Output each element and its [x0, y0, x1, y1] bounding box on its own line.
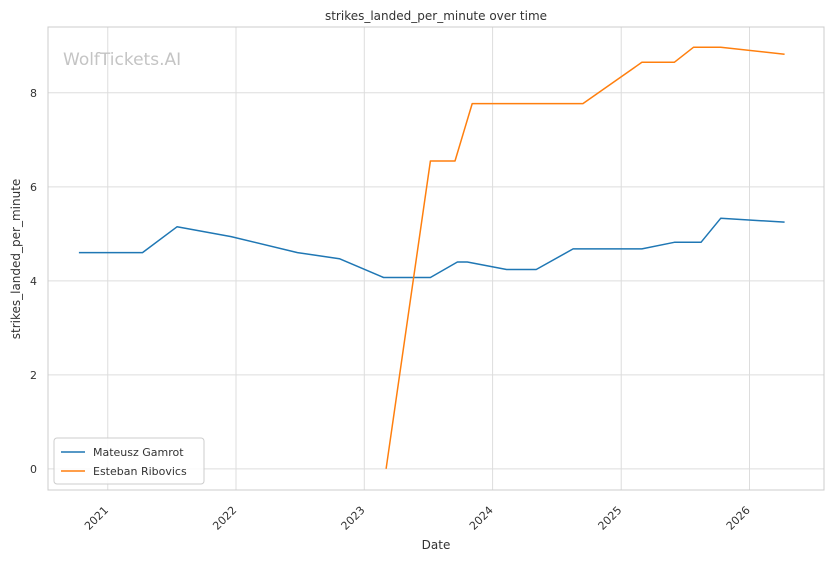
- watermark: WolfTickets.AI: [63, 50, 181, 70]
- x-axis-label: Date: [422, 538, 451, 552]
- legend-label-esteban-ribovics: Esteban Ribovics: [93, 465, 187, 478]
- y-tick-label: 2: [30, 369, 37, 382]
- y-axis-label: strikes_landed_per_minute: [9, 179, 23, 340]
- y-tick-label: 4: [30, 275, 37, 288]
- series-lines: [78, 46, 785, 469]
- series-line-mateusz-gamrot: [78, 217, 785, 279]
- y-tick-label: 6: [30, 181, 37, 194]
- legend-label-mateusz-gamrot: Mateusz Gamrot: [93, 446, 184, 459]
- legend-box: [53, 437, 205, 485]
- y-tick-label: 0: [30, 463, 37, 476]
- y-tick-label: 8: [30, 87, 37, 100]
- plot-frame: [47, 26, 825, 491]
- legend: Mateusz Gamrot Esteban Ribovics: [53, 437, 205, 485]
- y-axis-ticks: 0 2 4 6 8: [30, 87, 37, 476]
- series-line-esteban-ribovics: [385, 46, 785, 469]
- chart-title: strikes_landed_per_minute over time: [325, 9, 547, 23]
